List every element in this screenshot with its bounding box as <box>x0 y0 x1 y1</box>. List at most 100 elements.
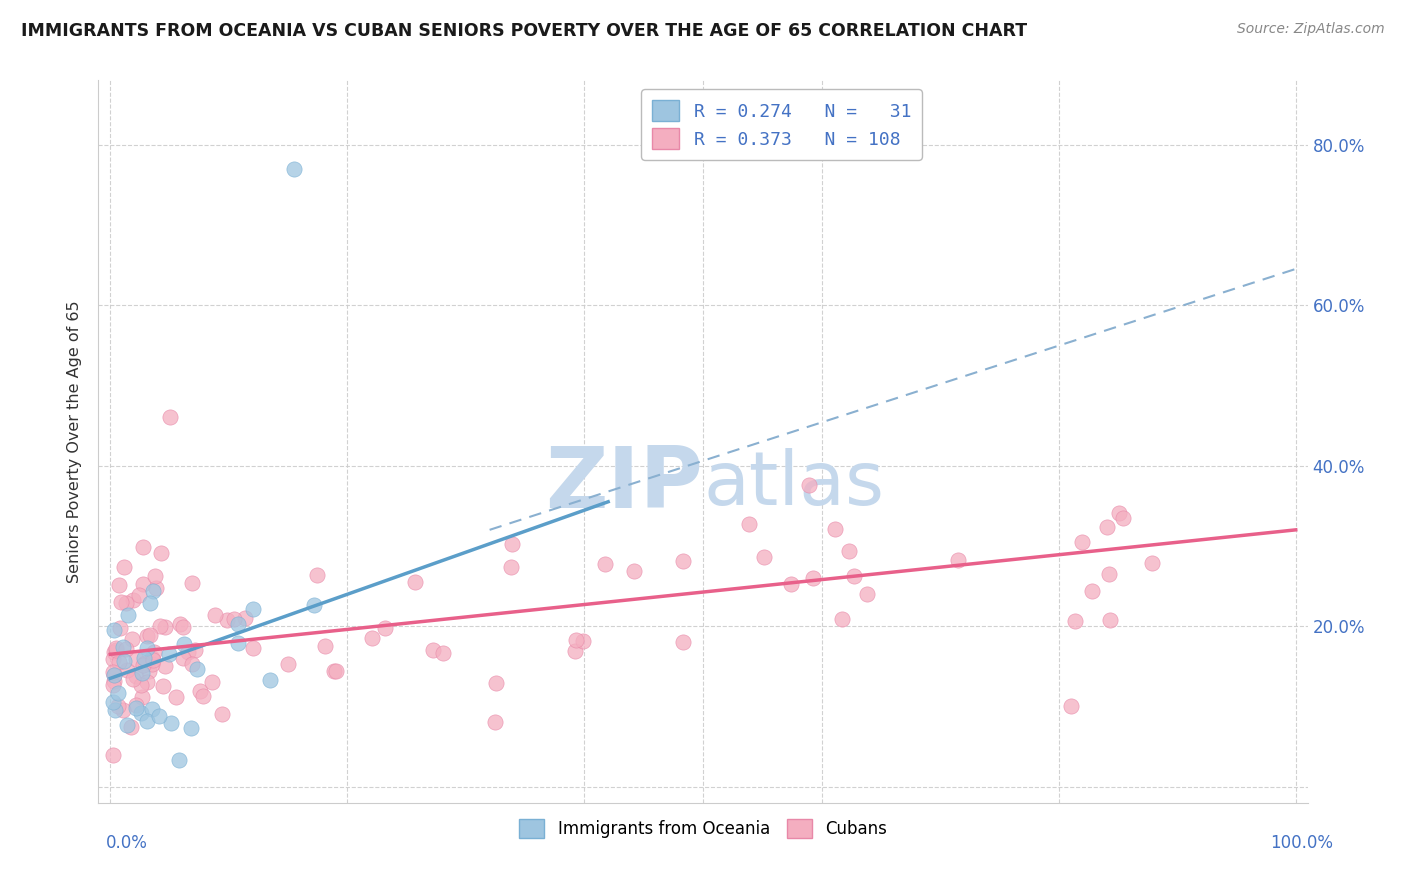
Point <box>242 640 264 655</box>
Point <box>188 684 211 698</box>
Point <box>501 537 523 551</box>
Point <box>946 553 969 567</box>
Y-axis label: Seniors Poverty Over the Age of 65: Seniors Poverty Over the Age of 65 <box>67 301 83 582</box>
Point <box>107 698 129 713</box>
Point <box>177 645 200 659</box>
Point <box>173 638 195 652</box>
Point <box>1112 511 1135 525</box>
Point <box>226 617 249 632</box>
Point <box>159 410 181 425</box>
Point <box>172 620 194 634</box>
Point <box>103 667 125 681</box>
Point <box>131 690 153 705</box>
Point <box>167 753 190 767</box>
Point <box>564 644 586 658</box>
Point <box>115 718 138 732</box>
Point <box>752 549 775 564</box>
Point <box>228 636 250 650</box>
Text: ZIP: ZIP <box>546 443 703 526</box>
Point <box>259 673 281 687</box>
Point <box>1095 520 1118 534</box>
Point <box>112 703 135 717</box>
Point <box>1070 535 1092 549</box>
Point <box>149 546 172 560</box>
Point <box>501 560 523 574</box>
Point <box>112 654 135 668</box>
Point <box>484 715 506 730</box>
Point <box>738 516 761 531</box>
Point <box>242 602 264 616</box>
Point <box>145 581 167 595</box>
Point <box>233 611 256 625</box>
Point <box>277 657 299 671</box>
Point <box>110 621 132 635</box>
Point <box>671 635 693 649</box>
Point <box>1060 699 1083 714</box>
Point <box>103 623 125 637</box>
Point <box>105 642 128 657</box>
Point <box>129 678 152 692</box>
Point <box>856 587 879 601</box>
Point <box>1108 507 1130 521</box>
Point <box>141 657 163 671</box>
Point <box>103 667 125 681</box>
Point <box>432 646 454 660</box>
Point <box>132 577 155 591</box>
Point <box>801 571 824 585</box>
Text: IMMIGRANTS FROM OCEANIA VS CUBAN SENIORS POVERTY OVER THE AGE OF 65 CORRELATION : IMMIGRANTS FROM OCEANIA VS CUBAN SENIORS… <box>21 22 1028 40</box>
Point <box>152 679 174 693</box>
Point <box>595 557 617 571</box>
Point <box>141 650 163 665</box>
Point <box>184 643 207 657</box>
Point <box>110 595 132 609</box>
Point <box>838 544 860 558</box>
Point <box>799 478 821 492</box>
Point <box>302 598 325 612</box>
Point <box>157 647 180 661</box>
Point <box>222 612 245 626</box>
Point <box>153 658 176 673</box>
Point <box>314 639 336 653</box>
Point <box>136 641 159 656</box>
Point <box>101 652 124 666</box>
Point <box>114 642 136 657</box>
Point <box>155 620 177 634</box>
Point <box>107 578 129 592</box>
Legend: Immigrants from Oceania, Cubans: Immigrants from Oceania, Cubans <box>513 813 893 845</box>
Point <box>1098 613 1121 627</box>
Point <box>101 678 124 692</box>
Point <box>831 612 853 626</box>
Point <box>322 664 344 678</box>
Point <box>138 628 160 642</box>
Point <box>165 690 187 704</box>
Point <box>101 747 124 762</box>
Text: atlas: atlas <box>703 449 884 522</box>
Point <box>121 632 143 647</box>
Point <box>131 665 153 680</box>
Point <box>305 568 328 582</box>
Point <box>131 540 153 554</box>
Point <box>148 709 170 723</box>
Point <box>142 653 165 667</box>
Point <box>1142 556 1164 570</box>
Point <box>217 613 239 627</box>
Point <box>325 665 347 679</box>
Point <box>107 685 129 699</box>
Point <box>101 665 124 679</box>
Point <box>115 664 138 678</box>
Point <box>374 621 396 635</box>
Point <box>139 596 162 610</box>
Point <box>136 714 159 728</box>
Point <box>672 553 695 567</box>
Point <box>1064 615 1087 629</box>
Point <box>360 631 382 645</box>
Point <box>138 664 160 678</box>
Point <box>103 645 125 659</box>
Point <box>180 722 202 736</box>
Point <box>1098 566 1121 581</box>
Text: 0.0%: 0.0% <box>105 834 148 852</box>
Text: Source: ZipAtlas.com: Source: ZipAtlas.com <box>1237 22 1385 37</box>
Point <box>132 657 155 672</box>
Point <box>160 716 183 731</box>
Point <box>1080 584 1102 599</box>
